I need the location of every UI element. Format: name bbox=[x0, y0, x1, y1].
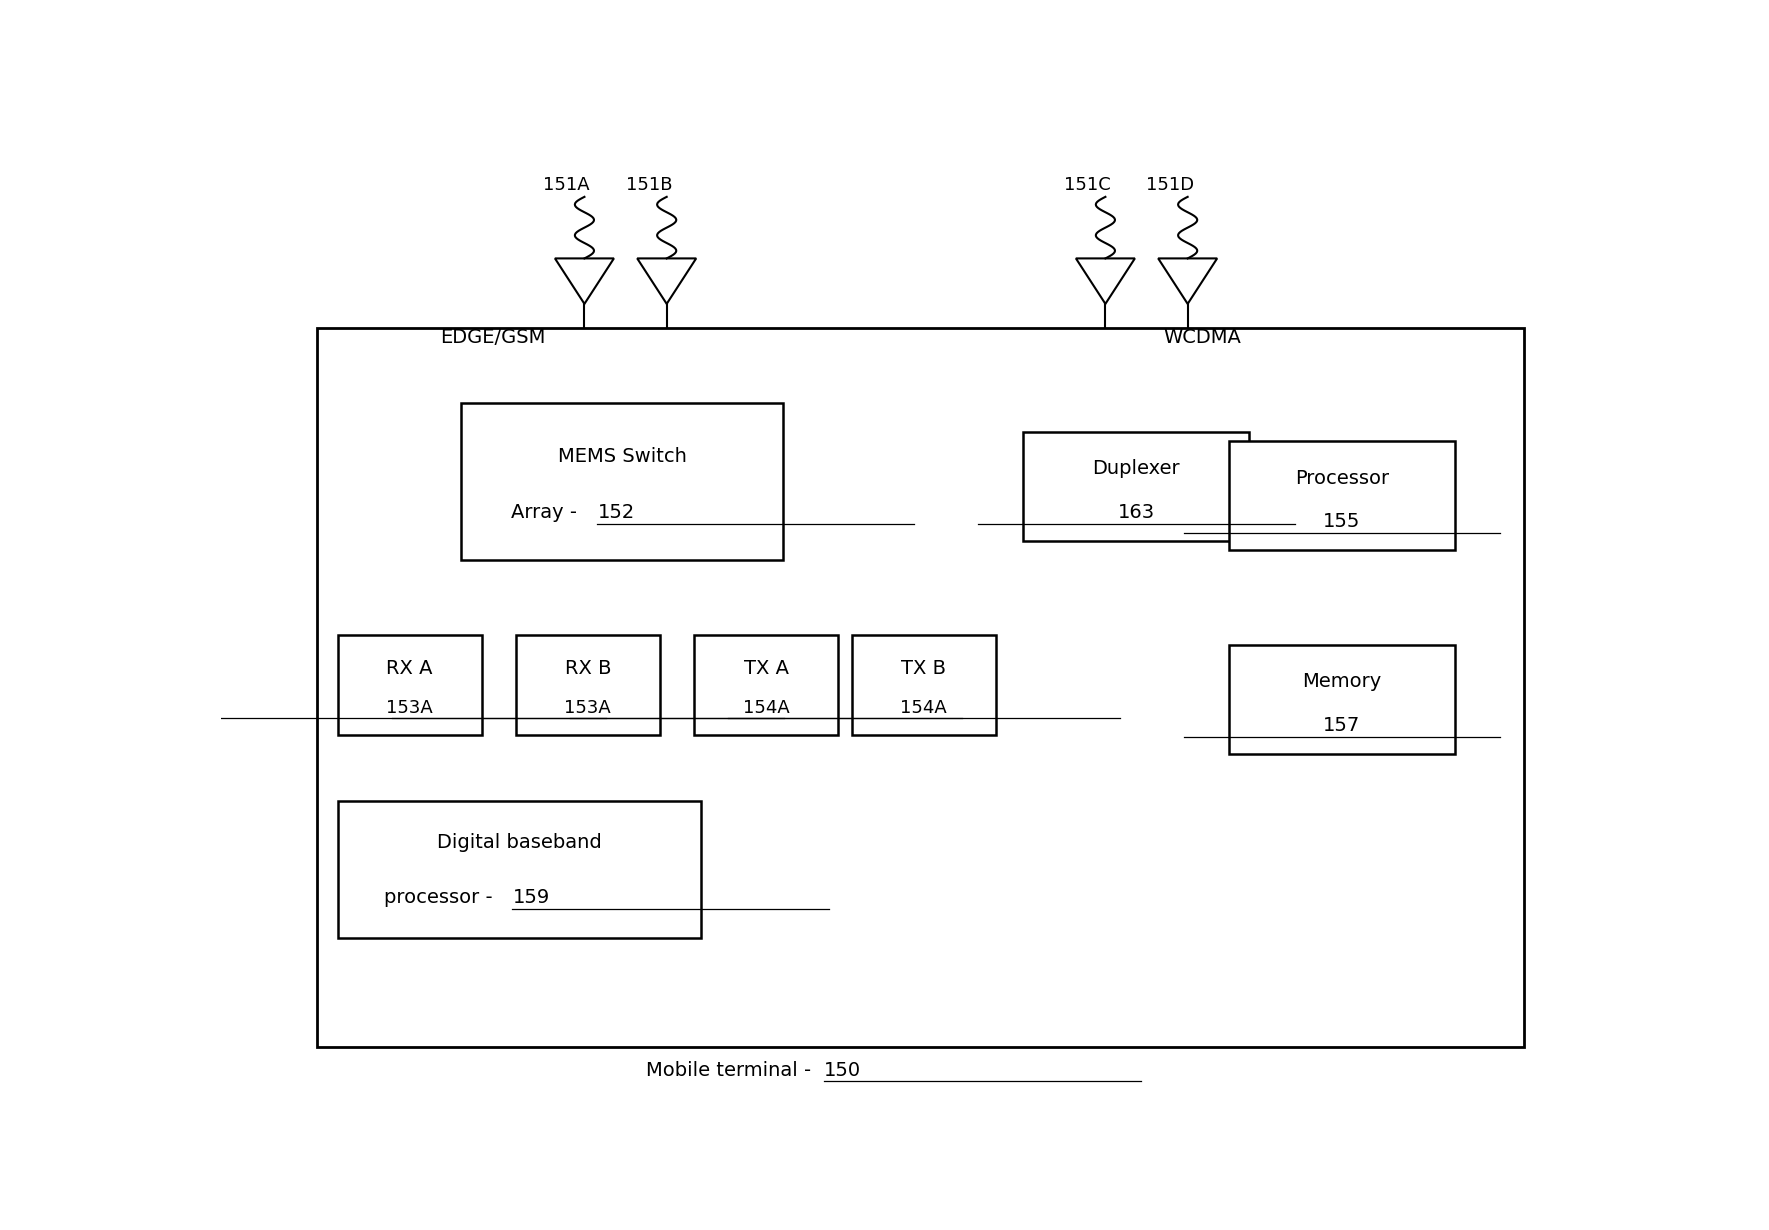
Bar bbox=[1229, 442, 1454, 550]
Text: WCDMA: WCDMA bbox=[1164, 327, 1242, 347]
Text: 152: 152 bbox=[598, 503, 635, 523]
Text: RX B: RX B bbox=[564, 659, 610, 678]
Text: Memory: Memory bbox=[1302, 673, 1382, 691]
Text: 151B: 151B bbox=[626, 176, 672, 194]
Text: Digital baseband: Digital baseband bbox=[437, 833, 601, 852]
Bar bbox=[517, 636, 660, 734]
Text: EDGE/GSM: EDGE/GSM bbox=[440, 327, 545, 347]
Bar bbox=[462, 403, 784, 560]
Text: 154A: 154A bbox=[743, 699, 789, 717]
Bar bbox=[338, 636, 481, 734]
Text: 154A: 154A bbox=[900, 699, 946, 717]
Text: Mobile terminal -: Mobile terminal - bbox=[646, 1060, 817, 1080]
Text: Duplexer: Duplexer bbox=[1093, 459, 1180, 478]
Bar bbox=[693, 636, 839, 734]
Polygon shape bbox=[637, 258, 697, 304]
Bar bbox=[853, 636, 996, 734]
Bar bbox=[317, 327, 1523, 1048]
Text: RX A: RX A bbox=[386, 659, 433, 678]
Text: 150: 150 bbox=[824, 1060, 862, 1080]
Text: Array -: Array - bbox=[511, 503, 584, 523]
Polygon shape bbox=[555, 258, 614, 304]
Text: 155: 155 bbox=[1323, 513, 1360, 531]
Text: 163: 163 bbox=[1118, 503, 1155, 522]
Text: 153A: 153A bbox=[564, 699, 612, 717]
Text: Processor: Processor bbox=[1295, 469, 1389, 488]
Bar bbox=[338, 801, 701, 938]
Text: TX A: TX A bbox=[743, 659, 789, 678]
Polygon shape bbox=[1076, 258, 1136, 304]
Text: 151A: 151A bbox=[543, 176, 589, 194]
Text: 153A: 153A bbox=[386, 699, 433, 717]
Text: TX B: TX B bbox=[900, 659, 946, 678]
Bar bbox=[1229, 645, 1454, 754]
Text: MEMS Switch: MEMS Switch bbox=[557, 446, 686, 466]
Text: 159: 159 bbox=[513, 888, 550, 907]
Text: 151D: 151D bbox=[1146, 176, 1194, 194]
Text: 151C: 151C bbox=[1065, 176, 1111, 194]
Bar bbox=[1022, 432, 1249, 541]
Text: 157: 157 bbox=[1323, 716, 1360, 736]
Text: processor -: processor - bbox=[384, 888, 499, 907]
Polygon shape bbox=[1159, 258, 1217, 304]
